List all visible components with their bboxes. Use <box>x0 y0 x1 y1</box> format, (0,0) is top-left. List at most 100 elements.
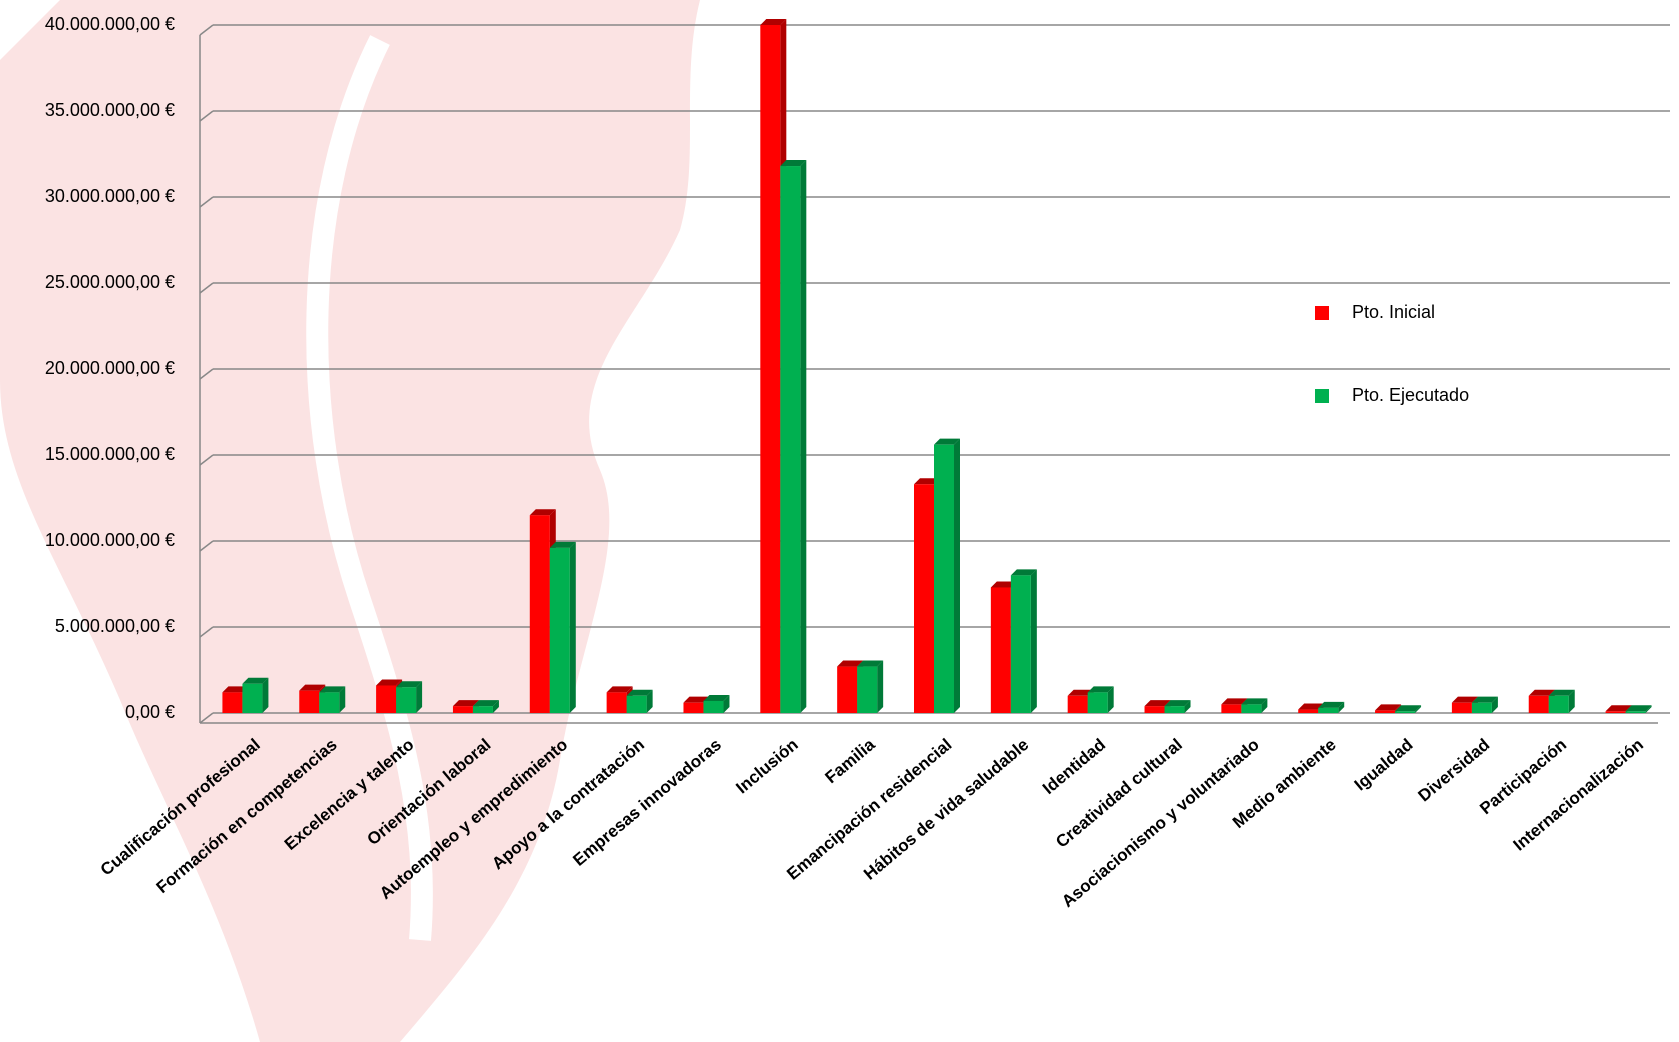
bar-top <box>242 677 269 684</box>
bar <box>837 666 858 713</box>
bar <box>222 692 243 713</box>
bar <box>299 690 320 713</box>
bar <box>1010 575 1031 713</box>
bar-top <box>760 19 787 25</box>
bar <box>1164 706 1185 713</box>
bar-side <box>1184 700 1191 713</box>
grid-line <box>199 368 214 380</box>
bar-side <box>569 541 576 713</box>
bar-side <box>1645 705 1652 713</box>
bar-top <box>683 696 710 703</box>
bar-side <box>723 694 730 713</box>
bar <box>1318 707 1339 713</box>
bar <box>529 515 550 713</box>
bar-top <box>1375 704 1402 711</box>
bar-side <box>1030 569 1037 713</box>
bar <box>1067 695 1088 713</box>
bar-top <box>1221 698 1248 705</box>
bar <box>1375 710 1396 713</box>
bar-top <box>529 509 556 516</box>
bar-top <box>1298 703 1325 710</box>
watermark-stripe <box>306 35 433 941</box>
grid-line <box>199 110 214 122</box>
bar-top <box>472 700 499 707</box>
bar <box>1221 704 1242 713</box>
x-tick-label: Empresas innovadoras <box>569 735 725 870</box>
bar-top <box>1625 705 1652 712</box>
bar-top <box>626 689 653 696</box>
bar-top <box>1471 696 1498 703</box>
x-tick-label: Identidad <box>1039 735 1109 798</box>
y-tick-label: 40.000.000,00 € <box>45 14 175 34</box>
bar-top <box>914 478 940 485</box>
bar-top <box>1605 705 1632 712</box>
y-tick-label: 0,00 € <box>125 702 175 722</box>
bar-top <box>222 686 249 693</box>
bar <box>914 484 934 713</box>
bar <box>1548 695 1569 713</box>
bar-top <box>452 700 479 707</box>
bar-side <box>1491 696 1498 713</box>
bar-side <box>492 700 499 713</box>
bar-top <box>1087 686 1114 693</box>
bar-top <box>299 684 326 691</box>
bar <box>319 692 340 713</box>
bar-top <box>1318 701 1345 708</box>
watermark <box>0 0 700 1042</box>
y-tick-label: 20.000.000,00 € <box>45 358 175 378</box>
bar <box>683 702 704 713</box>
bar-top <box>1451 696 1478 703</box>
bar <box>1605 711 1626 713</box>
bar <box>1395 711 1416 713</box>
bar <box>396 687 417 713</box>
bar-side <box>1261 698 1268 713</box>
bar <box>452 706 473 713</box>
bar-side <box>339 686 346 713</box>
x-tick-label: Diversidad <box>1415 735 1494 805</box>
grid-line <box>199 454 214 466</box>
x-tick-label: Igualdad <box>1351 735 1417 794</box>
bar-side <box>416 681 423 713</box>
x-tick-label: Hábitos de vida saludable <box>860 735 1032 884</box>
legend-swatch <box>1315 389 1329 403</box>
bar-side <box>877 660 884 713</box>
bar <box>606 692 627 713</box>
bar-top <box>837 660 864 667</box>
bar <box>1241 704 1262 713</box>
bar <box>1144 706 1165 713</box>
y-tick-label: 35.000.000,00 € <box>45 100 175 120</box>
bar-side <box>262 677 269 713</box>
bar <box>934 444 954 713</box>
y-tick-label: 15.000.000,00 € <box>45 444 175 464</box>
legend-label: Pto. Ejecutado <box>1352 385 1469 405</box>
bar <box>1528 695 1549 713</box>
bar <box>472 706 493 713</box>
bar-top <box>1010 569 1037 576</box>
bar <box>1451 702 1472 713</box>
bar-top <box>1395 705 1422 712</box>
bar-top <box>1164 700 1191 707</box>
bar-top <box>857 660 884 667</box>
bar-top <box>934 438 960 445</box>
y-tick-label: 25.000.000,00 € <box>45 272 175 292</box>
bar <box>857 666 878 713</box>
bar <box>1298 709 1319 713</box>
y-tick-label: 30.000.000,00 € <box>45 186 175 206</box>
bar-top <box>990 581 1017 588</box>
bar-top <box>1548 689 1575 696</box>
bar-side <box>1415 705 1422 713</box>
bar <box>1625 711 1646 713</box>
bar-side <box>954 438 960 713</box>
bar <box>1471 702 1492 713</box>
grid-line <box>199 712 214 724</box>
bar <box>703 700 724 713</box>
grid-line <box>199 282 214 294</box>
bar <box>626 695 647 713</box>
legend-swatch <box>1315 306 1329 320</box>
bar-top <box>703 694 730 701</box>
bar-top <box>1241 698 1268 705</box>
bar-top <box>606 686 633 693</box>
bar <box>242 683 263 713</box>
bar-top <box>1528 689 1555 696</box>
